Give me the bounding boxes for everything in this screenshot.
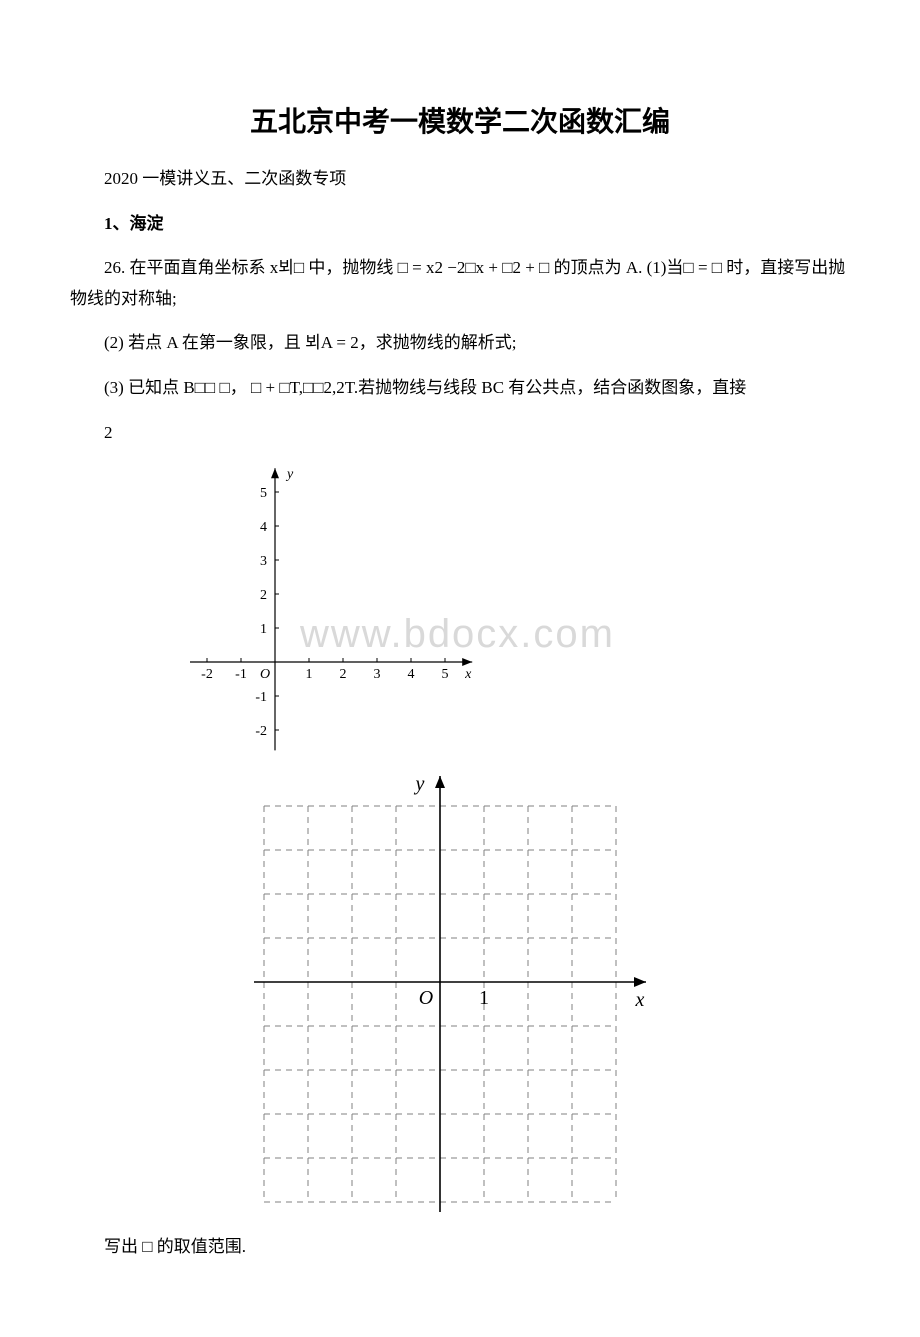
lone-2: 2 [70, 418, 850, 449]
svg-text:4: 4 [408, 667, 415, 682]
svg-text:-1: -1 [235, 667, 247, 682]
q26-line1-text: 26. 在平面直角坐标系 x뵈□ 中，抛物线 □ = x2 −2□x + □2 … [70, 258, 845, 308]
svg-text:1: 1 [260, 622, 267, 637]
coordinate-graph-2: O 1 x y [220, 772, 680, 1222]
svg-text:2: 2 [260, 588, 267, 603]
svg-text:x: x [464, 667, 472, 682]
svg-text:1: 1 [479, 987, 489, 1009]
svg-text:4: 4 [260, 520, 267, 535]
final-line: 写出 □ 的取值范围. [70, 1232, 850, 1263]
graph-1-container: www.bdocx.com -2-11234512345-1-2Oxy [160, 462, 850, 762]
svg-text:y: y [414, 773, 425, 795]
subtitle-line: 2020 一模讲义五、二次函数专项 [70, 164, 850, 195]
svg-text:5: 5 [260, 486, 267, 501]
section-1-heading: 1、海淀 [70, 209, 850, 240]
svg-text:1: 1 [306, 667, 313, 682]
graph-2-container: O 1 x y [220, 772, 850, 1222]
svg-text:-2: -2 [255, 724, 267, 739]
svg-text:-2: -2 [201, 667, 213, 682]
svg-text:5: 5 [442, 667, 449, 682]
svg-text:-1: -1 [255, 690, 267, 705]
q26-part1: 26. 在平面直角坐标系 x뵈□ 中，抛物线 □ = x2 −2□x + □2 … [70, 253, 850, 314]
svg-text:3: 3 [374, 667, 381, 682]
page-title: 五北京中考一模数学二次函数汇编 [70, 100, 850, 140]
svg-text:2: 2 [340, 667, 347, 682]
q26-part3: (3) 已知点 B□□ □， □ + □T,□□2,2T.若抛物线与线段 BC … [70, 373, 850, 404]
svg-text:y: y [285, 467, 294, 482]
coordinate-graph-1: -2 -1 1 2 3 4 5 1 2 3 4 5 -1 -2 Ox y [160, 462, 520, 762]
svg-text:3: 3 [260, 554, 267, 569]
svg-text:O: O [419, 987, 433, 1009]
svg-text:x: x [635, 989, 645, 1011]
q26-part2: (2) 若点 A 在第一象限，且 뵈A = 2，求抛物线的解析式; [70, 328, 850, 359]
svg-text:O: O [260, 667, 270, 682]
